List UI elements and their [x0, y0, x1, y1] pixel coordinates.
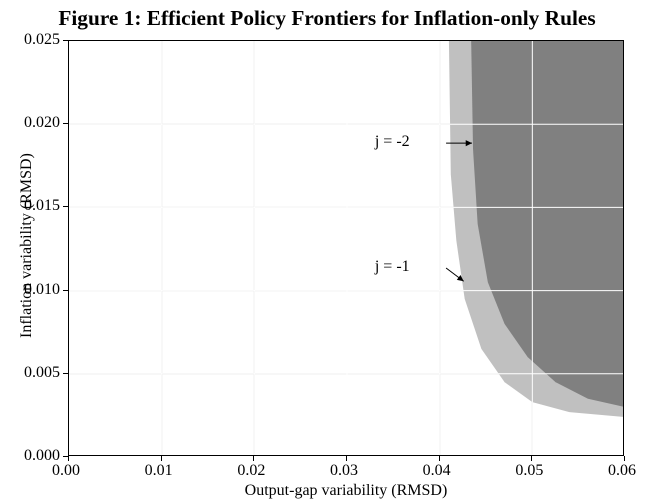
- figure-container: Figure 1: Efficient Policy Frontiers for…: [0, 0, 654, 504]
- x-tick-label: 0.02: [237, 462, 265, 480]
- x-tick-label: 0.01: [145, 462, 173, 480]
- y-tick-label: 0.000: [24, 447, 60, 465]
- y-tick: [63, 40, 68, 41]
- y-axis-label: Inflation variability (RMSD): [18, 153, 36, 338]
- x-tick-label: 0.04: [423, 462, 451, 480]
- x-tick: [346, 456, 347, 461]
- figure-title: Figure 1: Efficient Policy Frontiers for…: [0, 6, 654, 31]
- annotation-label-1: j = -1: [375, 258, 410, 276]
- y-tick-label: 0.020: [24, 114, 60, 132]
- y-tick: [63, 373, 68, 374]
- x-tick: [68, 456, 69, 461]
- annotation-label-0: j = -2: [375, 133, 410, 151]
- x-tick: [161, 456, 162, 461]
- y-tick: [63, 206, 68, 207]
- y-tick-label: 0.015: [24, 197, 60, 215]
- y-tick-label: 0.005: [24, 364, 60, 382]
- plot-svg: [69, 41, 624, 456]
- x-tick: [624, 456, 625, 461]
- x-tick: [439, 456, 440, 461]
- y-tick: [63, 290, 68, 291]
- x-tick: [253, 456, 254, 461]
- x-tick: [531, 456, 532, 461]
- y-tick: [63, 123, 68, 124]
- x-tick-label: 0.06: [608, 462, 636, 480]
- x-tick-label: 0.03: [330, 462, 358, 480]
- plot-area: [68, 40, 624, 456]
- y-tick-label: 0.010: [24, 281, 60, 299]
- x-axis-label: Output-gap variability (RMSD): [68, 482, 624, 500]
- y-tick-label: 0.025: [24, 31, 60, 49]
- x-tick-label: 0.05: [515, 462, 543, 480]
- y-tick: [63, 456, 68, 457]
